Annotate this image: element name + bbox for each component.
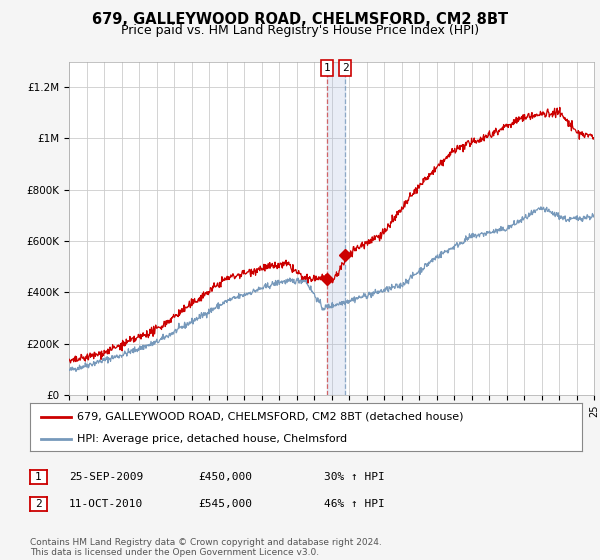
Text: HPI: Average price, detached house, Chelmsford: HPI: Average price, detached house, Chel…	[77, 434, 347, 444]
Text: 25-SEP-2009: 25-SEP-2009	[69, 472, 143, 482]
Text: 679, GALLEYWOOD ROAD, CHELMSFORD, CM2 8BT (detached house): 679, GALLEYWOOD ROAD, CHELMSFORD, CM2 8B…	[77, 412, 463, 422]
Text: 2: 2	[342, 63, 349, 73]
Bar	[327, 62, 345, 395]
Text: 679, GALLEYWOOD ROAD, CHELMSFORD, CM2 8BT: 679, GALLEYWOOD ROAD, CHELMSFORD, CM2 8B…	[92, 12, 508, 27]
Text: 2: 2	[35, 499, 42, 509]
Text: 11-OCT-2010: 11-OCT-2010	[69, 499, 143, 509]
Text: £545,000: £545,000	[198, 499, 252, 509]
Text: 1: 1	[323, 63, 330, 73]
Text: 1: 1	[35, 472, 42, 482]
Text: Contains HM Land Registry data © Crown copyright and database right 2024.
This d: Contains HM Land Registry data © Crown c…	[30, 538, 382, 557]
Text: Price paid vs. HM Land Registry's House Price Index (HPI): Price paid vs. HM Land Registry's House …	[121, 24, 479, 36]
Text: £450,000: £450,000	[198, 472, 252, 482]
Text: 30% ↑ HPI: 30% ↑ HPI	[324, 472, 385, 482]
Text: 46% ↑ HPI: 46% ↑ HPI	[324, 499, 385, 509]
